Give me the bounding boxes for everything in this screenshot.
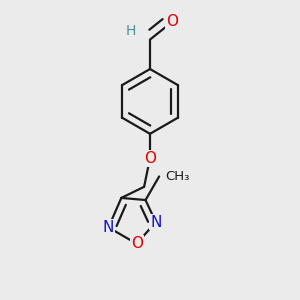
- Text: O: O: [144, 151, 156, 166]
- Text: O: O: [130, 236, 142, 251]
- Text: N: N: [103, 220, 114, 235]
- Text: CH₃: CH₃: [165, 170, 189, 183]
- Text: O: O: [166, 14, 178, 29]
- Text: N: N: [150, 214, 161, 230]
- Text: H: H: [126, 24, 136, 38]
